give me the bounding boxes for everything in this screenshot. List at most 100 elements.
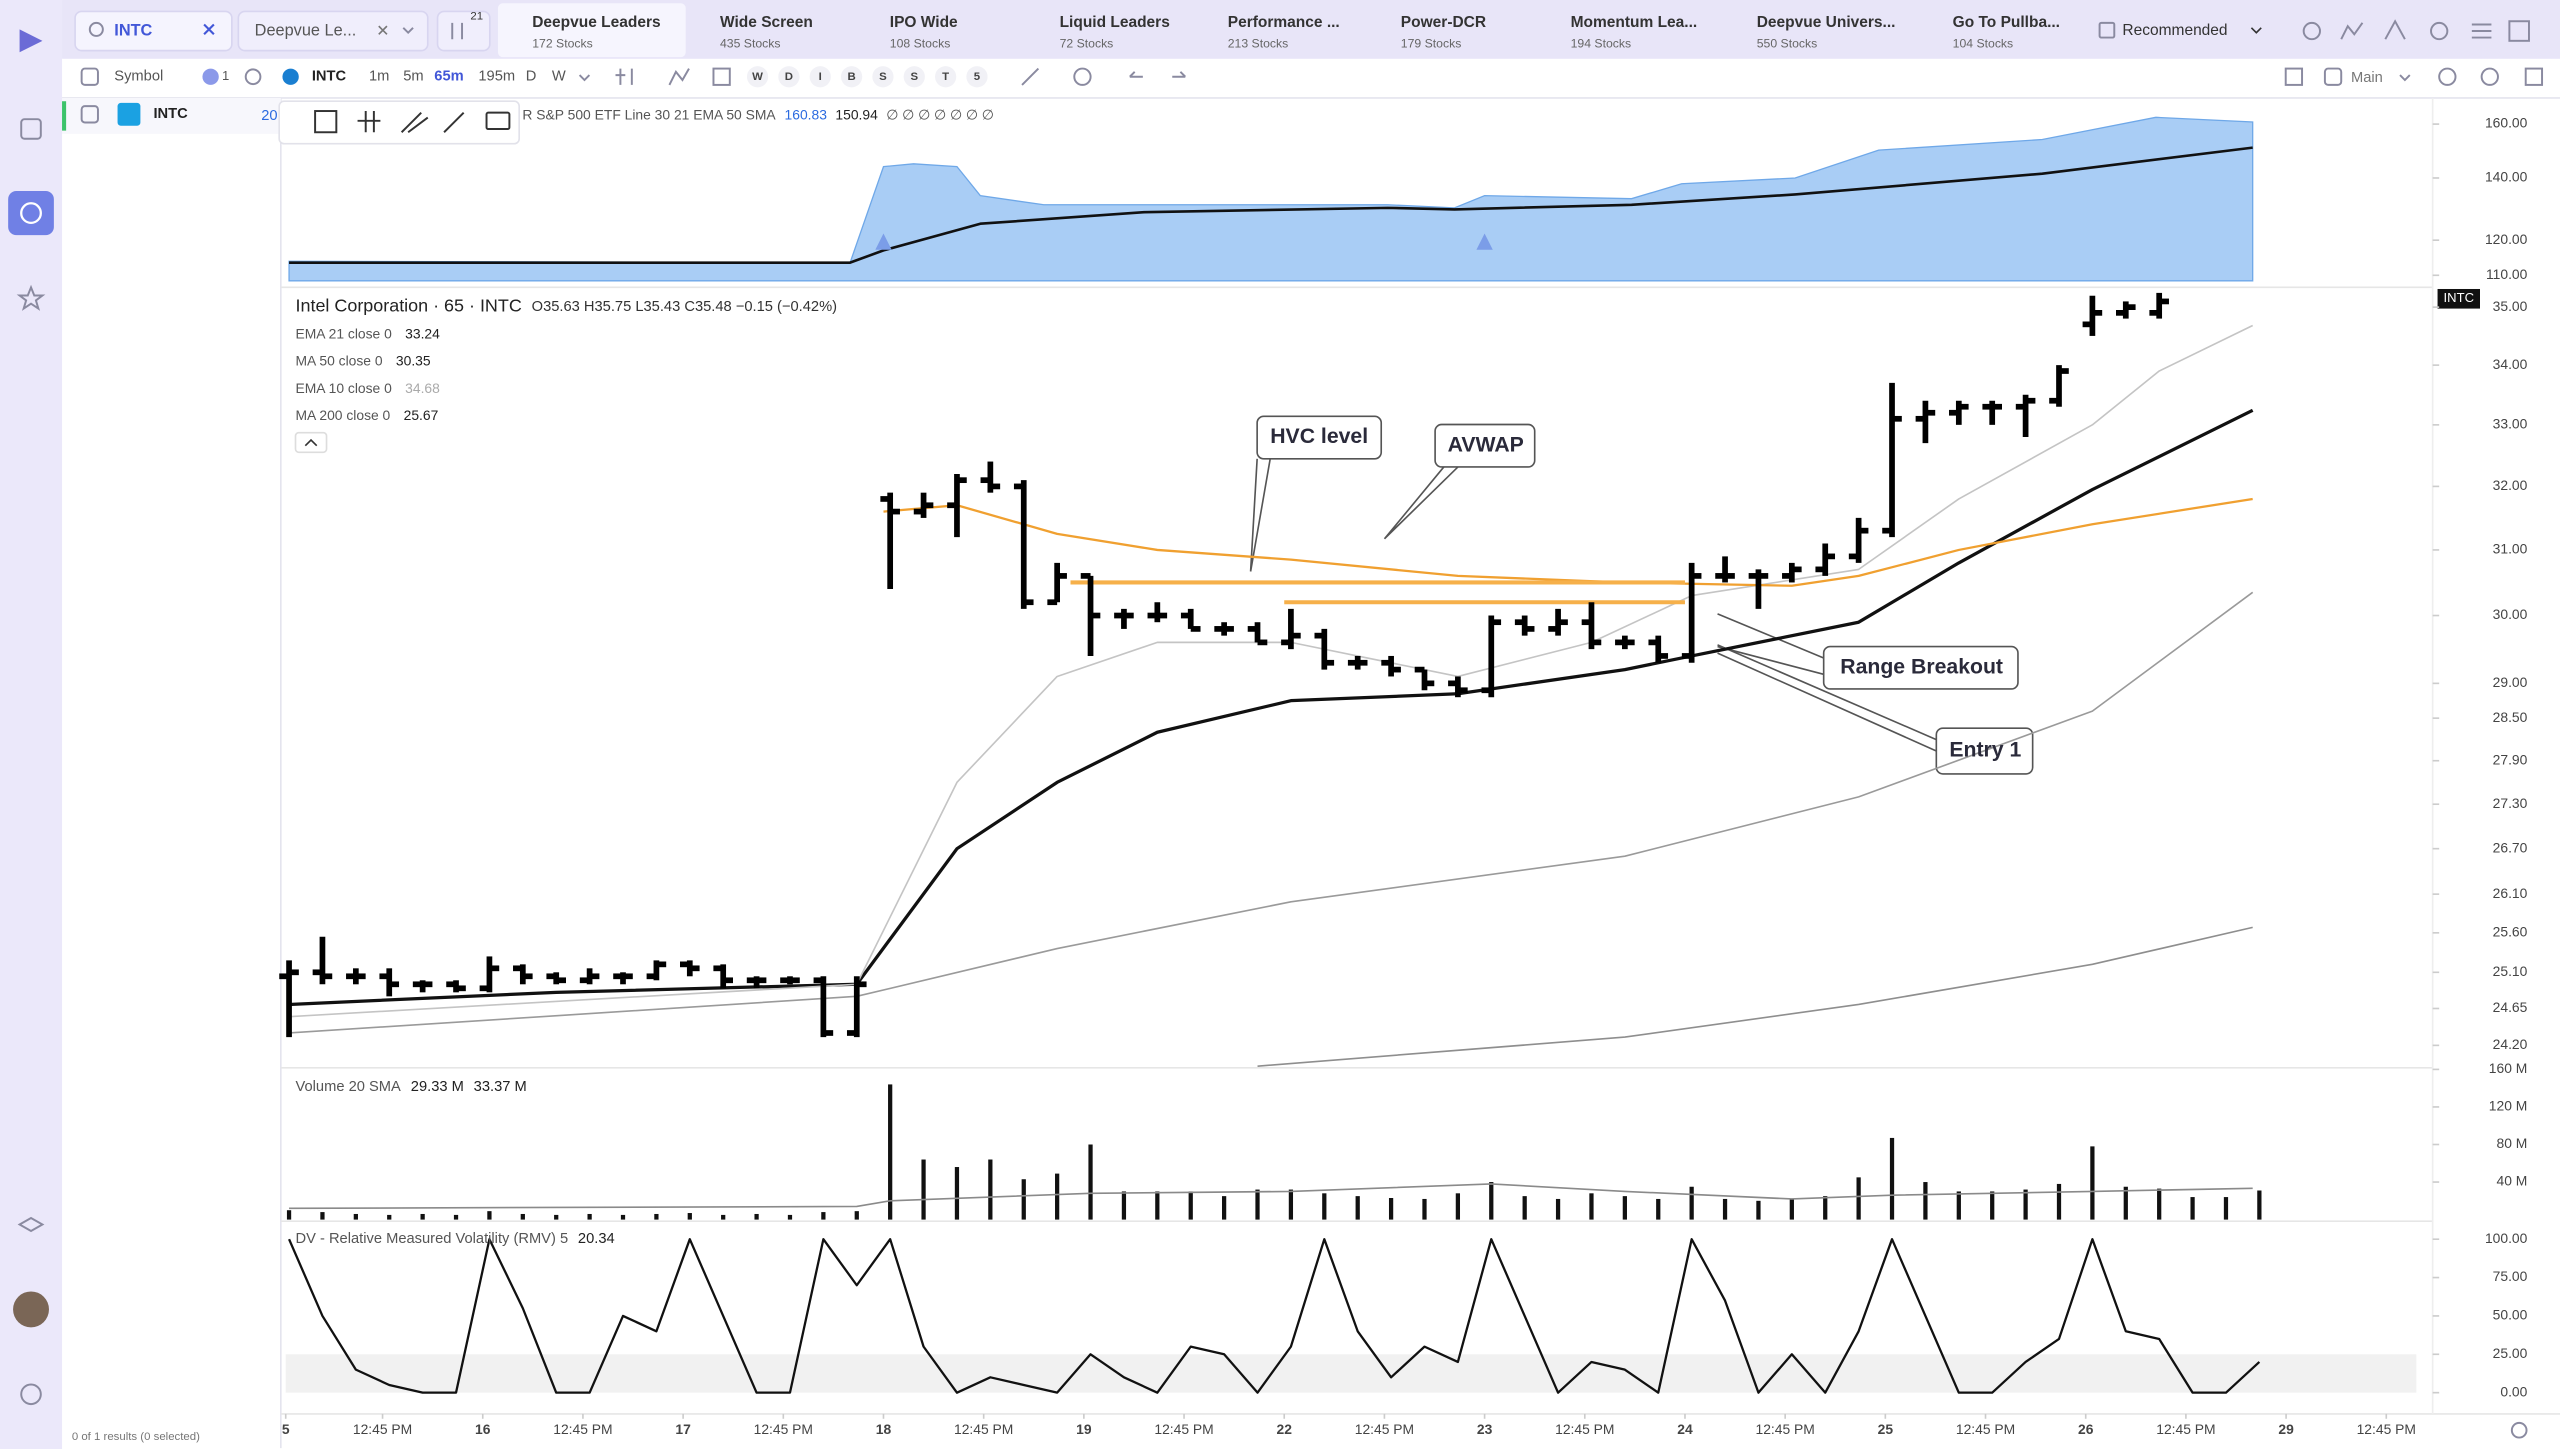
volume-sma <box>289 1183 2253 1210</box>
icon[interactable] <box>2508 20 2530 42</box>
redo[interactable] <box>1172 71 1186 78</box>
tab-name[interactable]: Deepvue Univers... <box>1757 14 1896 31</box>
tool-rect[interactable] <box>314 110 338 134</box>
tab-name[interactable]: Deepvue Leaders <box>532 14 660 31</box>
y-tick-label: 27.90 <box>2493 751 2528 767</box>
icon[interactable] <box>2430 21 2449 41</box>
y-tick-label: 50.00 <box>2493 1307 2528 1323</box>
avatar[interactable] <box>13 1291 49 1328</box>
tab-count[interactable]: 108 Stocks <box>890 36 951 50</box>
tool-channel[interactable] <box>400 111 429 134</box>
volume-bar <box>754 1213 759 1220</box>
layout-select[interactable]: Main <box>2351 70 2383 86</box>
mode-button-bg[interactable] <box>903 66 925 88</box>
mode-button[interactable]: S <box>910 71 918 83</box>
mode-button[interactable]: D <box>785 71 793 83</box>
nav-icon[interactable] <box>17 1216 45 1233</box>
filter-button[interactable] <box>436 10 491 52</box>
active-symbol[interactable]: INTC <box>312 69 347 85</box>
nav-icon[interactable] <box>16 284 46 311</box>
mode-button[interactable]: B <box>847 71 855 83</box>
tab-count[interactable]: 213 Stocks <box>1228 36 1289 50</box>
help-icon[interactable] <box>20 1383 42 1406</box>
tab-count[interactable]: 72 Stocks <box>1060 36 1114 50</box>
mode-button-bg[interactable] <box>840 66 863 88</box>
checkbox[interactable] <box>80 67 99 86</box>
mode-button-bg[interactable] <box>872 66 894 88</box>
logo[interactable] <box>19 29 43 53</box>
icon[interactable] <box>2302 21 2321 41</box>
tab-count[interactable]: 194 Stocks <box>1571 36 1632 50</box>
interval[interactable]: 195m <box>478 69 515 85</box>
mode-button[interactable]: T <box>942 71 949 83</box>
mode-button-bg[interactable] <box>809 66 831 88</box>
interval[interactable]: W <box>552 69 566 85</box>
icon[interactable] <box>1073 67 1092 86</box>
clear-icon[interactable] <box>378 25 388 35</box>
mode-button-bg[interactable] <box>746 66 769 88</box>
mode-button-bg[interactable] <box>778 66 800 88</box>
icon[interactable] <box>2438 67 2457 86</box>
icon[interactable] <box>2524 67 2544 86</box>
indicator-name: MA 200 close 0 <box>296 407 391 423</box>
tool-line[interactable] <box>443 111 465 133</box>
search-box[interactable] <box>74 10 233 52</box>
price-tag: INTC <box>2444 290 2474 305</box>
undo[interactable] <box>1129 71 1143 78</box>
interval[interactable]: 65m <box>434 69 463 85</box>
tool-fib[interactable] <box>357 111 381 133</box>
icon[interactable] <box>2384 19 2406 40</box>
mode-button[interactable]: 5 <box>974 71 981 83</box>
search-query[interactable]: INTC <box>114 21 152 39</box>
tab-count[interactable]: 104 Stocks <box>1953 36 2014 50</box>
interval[interactable]: 5m <box>403 69 423 85</box>
icon[interactable] <box>615 68 633 85</box>
chevron[interactable] <box>578 74 591 82</box>
tab-name[interactable]: Liquid Leaders <box>1060 14 1170 31</box>
interval[interactable]: 1m <box>369 69 389 85</box>
tab-name[interactable]: Power-DCR <box>1401 14 1486 31</box>
pane-title: Volume 20 SMA <box>296 1079 402 1095</box>
tab-name[interactable]: IPO Wide <box>890 14 958 31</box>
tab-name[interactable]: Momentum Lea... <box>1571 14 1698 31</box>
clear-icon[interactable] <box>203 23 215 36</box>
icon[interactable] <box>2480 67 2499 86</box>
settings-icon[interactable] <box>244 68 262 86</box>
icon[interactable] <box>2284 67 2304 86</box>
watchlist-dropdown[interactable]: Deepvue Le... <box>255 21 357 39</box>
mode-button[interactable]: I <box>819 71 822 83</box>
interval[interactable]: D <box>526 69 537 85</box>
tab-name[interactable]: Performance ... <box>1228 14 1340 31</box>
nav-active[interactable] <box>8 191 54 236</box>
nav-icon[interactable] <box>20 118 42 140</box>
tab-count[interactable]: 435 Stocks <box>720 36 781 50</box>
icon[interactable] <box>712 67 731 86</box>
watchlist-select[interactable] <box>237 10 429 52</box>
tab-name[interactable]: Go To Pullba... <box>1953 14 2060 31</box>
collapse-button[interactable] <box>294 431 328 454</box>
sort-label[interactable]: Recommended <box>2122 22 2227 39</box>
checkbox[interactable] <box>80 105 99 124</box>
chevron[interactable] <box>2399 74 2411 82</box>
icon[interactable] <box>1021 67 1040 86</box>
icon[interactable] <box>668 68 690 86</box>
x-tick-label: 17 <box>675 1421 691 1437</box>
mode-button-bg[interactable] <box>935 66 957 88</box>
tab-count[interactable]: 550 Stocks <box>1757 36 1818 50</box>
icon[interactable] <box>2471 23 2492 39</box>
x-tick-label: 25 <box>1878 1421 1894 1437</box>
watchlist-symbol[interactable]: INTC <box>153 106 188 122</box>
mode-button-bg[interactable] <box>966 66 988 88</box>
chevron[interactable] <box>2250 27 2262 34</box>
event-marker <box>875 233 892 250</box>
volume-bar <box>620 1214 626 1220</box>
tab-count[interactable]: 172 Stocks <box>532 36 593 50</box>
mode-button[interactable]: W <box>752 71 763 83</box>
tool-note[interactable] <box>485 111 511 130</box>
tab-name[interactable]: Wide Screen <box>720 14 813 31</box>
icon[interactable] <box>2323 67 2343 86</box>
mode-button[interactable]: S <box>879 71 887 83</box>
settings-icon[interactable] <box>2510 1421 2528 1439</box>
icon[interactable] <box>2340 22 2364 40</box>
tab-count[interactable]: 179 Stocks <box>1401 36 1462 50</box>
